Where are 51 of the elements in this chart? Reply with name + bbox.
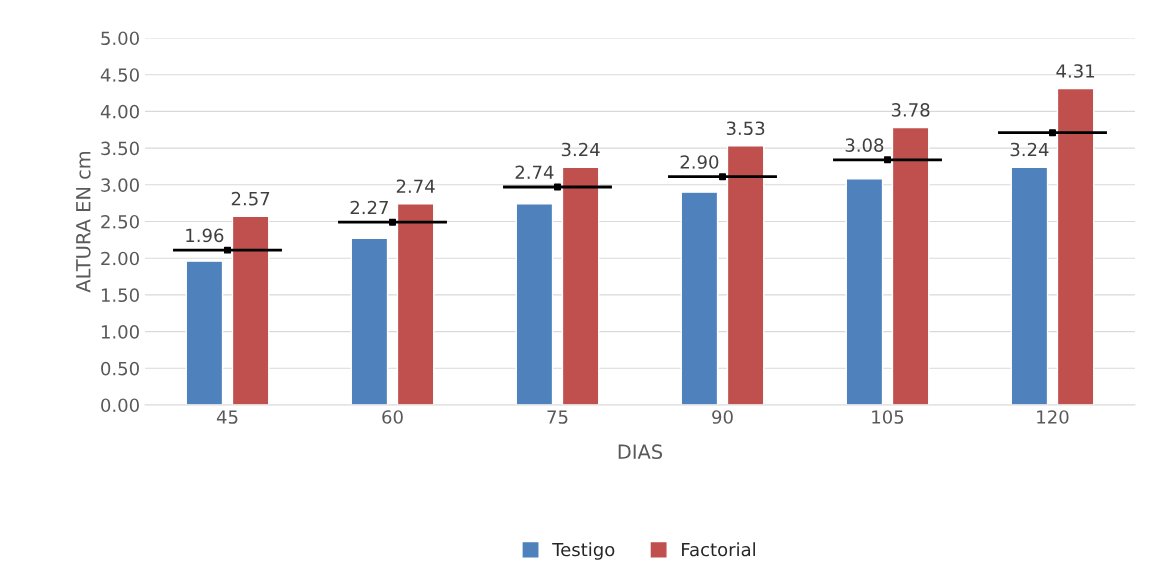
point	[224, 246, 231, 254]
y-tick-label: 3.50	[101, 141, 139, 156]
data-label: 1.96	[186, 228, 224, 243]
y-tick-label: 1.00	[101, 325, 139, 339]
y-tick-label: 4.50	[100, 68, 139, 82]
bar	[726, 145, 765, 405]
x-tick-label: 120	[1037, 410, 1069, 424]
bar	[185, 260, 224, 405]
y-tick-label: 2.50	[101, 214, 139, 229]
bar	[561, 166, 600, 405]
x-tick-label: 105	[872, 410, 904, 424]
bar	[350, 237, 389, 405]
data-label: 2.57	[231, 191, 270, 206]
bar	[231, 215, 270, 405]
data-label: 4.31	[1056, 64, 1095, 78]
data-label: 3.24	[1010, 142, 1049, 157]
data-label: 2.74	[515, 165, 554, 179]
data-label: 3.24	[561, 142, 600, 157]
bar	[1056, 87, 1095, 405]
y-tick-label: 0.00	[101, 398, 139, 413]
point	[389, 218, 396, 226]
x-axis-title: DIAS	[618, 444, 663, 460]
data-label: 2.74	[396, 179, 435, 193]
y-tick-label: 2.00	[101, 251, 139, 266]
y-axis-title: ALTURA EN cm	[76, 151, 91, 293]
data-label: 3.78	[891, 103, 930, 117]
x-tick-label: 45	[216, 410, 238, 424]
y-tick-label: 3.00	[101, 178, 139, 192]
point	[1049, 129, 1056, 137]
y-tick-label: 1.50	[101, 288, 139, 303]
bar	[680, 191, 719, 405]
bar	[1010, 166, 1049, 405]
data-label: 2.90	[680, 155, 719, 169]
bar	[891, 126, 930, 405]
data-label: 3.53	[726, 121, 765, 136]
legend-label: Testigo	[552, 542, 615, 560]
y-tick-label: 5.00	[101, 31, 139, 46]
data-label: 2.27	[350, 200, 388, 215]
legend-label: Factorial	[682, 542, 755, 557]
bar	[515, 203, 554, 405]
point	[554, 183, 561, 191]
data-label: 3.08	[845, 138, 884, 152]
x-tick-label: 60	[382, 410, 403, 424]
x-tick-label: 90	[712, 410, 733, 424]
bar	[845, 178, 884, 405]
y-tick-label: 0.50	[101, 361, 139, 376]
y-tick-label: 4.00	[100, 104, 139, 119]
point	[884, 156, 891, 164]
bar	[396, 203, 435, 405]
x-tick-label: 75	[547, 410, 568, 424]
point	[719, 173, 726, 181]
